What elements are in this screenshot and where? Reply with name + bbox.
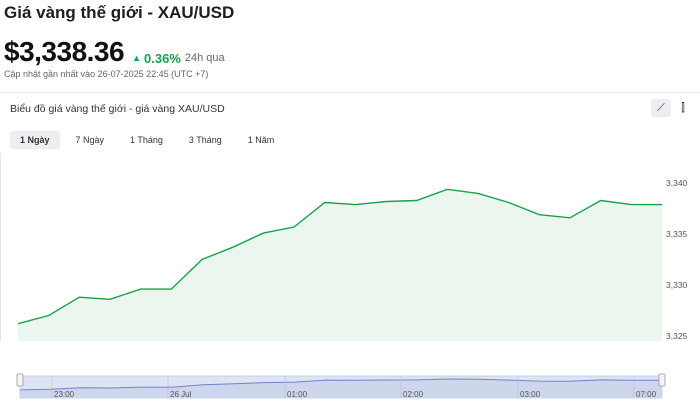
x-tick-label: 23:00: [54, 390, 75, 399]
tab-3-months[interactable]: 3 Tháng: [188, 135, 222, 145]
x-tick-label: 26 Jul: [170, 390, 192, 399]
price-chart: 3,340 3,335 3,330 3,325 23:00 26 Jul 01:00 02:…: [0, 153, 688, 399]
current-price: $3,338.36: [4, 36, 125, 67]
range-tabs: 1 Ngày 7 Ngày 1 Tháng 3 Tháng 1 Năm: [10, 131, 284, 149]
line-chart-icon[interactable]: ⟋: [651, 99, 671, 117]
price-line: [17, 188, 662, 325]
chart-title: Biểu đồ giá vàng thế giới - giá vàng XAU…: [10, 103, 225, 115]
page-title: Giá vàng thế giới - XAU/USD: [4, 3, 235, 22]
price-row: $3,338.36 ▲ 0.36% 24h qua: [4, 36, 225, 68]
navigator-handle-right[interactable]: [658, 373, 666, 387]
candlestick-icon[interactable]: ⫿: [681, 101, 685, 114]
change-period: 24h qua: [184, 52, 225, 64]
x-tick-label: 01:00: [287, 390, 308, 399]
x-tick-label: 02:00: [403, 390, 424, 399]
x-tick-label: 03:00: [520, 390, 541, 399]
triangle-up-icon: ▲: [132, 53, 141, 63]
last-updated: Cập nhật gần nhất vào 26-07-2025 22:45 (…: [4, 69, 209, 79]
y-tick-label: 3,330: [666, 280, 688, 290]
navigator-area: [20, 379, 662, 398]
y-tick-label: 3,340: [666, 178, 688, 188]
chart-card: Biểu đồ giá vàng thế giới - giá vàng XAU…: [0, 92, 700, 403]
tab-1-month[interactable]: 1 Tháng: [130, 135, 163, 145]
price-area-fill: [18, 189, 662, 341]
y-tick-label: 3,335: [666, 229, 688, 239]
tab-7-days[interactable]: 7 Ngày: [75, 135, 105, 145]
tab-1-day[interactable]: 1 Ngày: [10, 131, 60, 149]
navigator-handle-left[interactable]: [16, 373, 24, 387]
change-percent: 0.36%: [144, 50, 181, 66]
y-tick-label: 3,325: [666, 331, 688, 341]
price-change: ▲ 0.36%: [132, 51, 181, 66]
navigator-line: [19, 378, 662, 391]
x-tick-label: 07:00: [636, 390, 657, 399]
tab-1-year[interactable]: 1 Năm: [247, 135, 275, 145]
